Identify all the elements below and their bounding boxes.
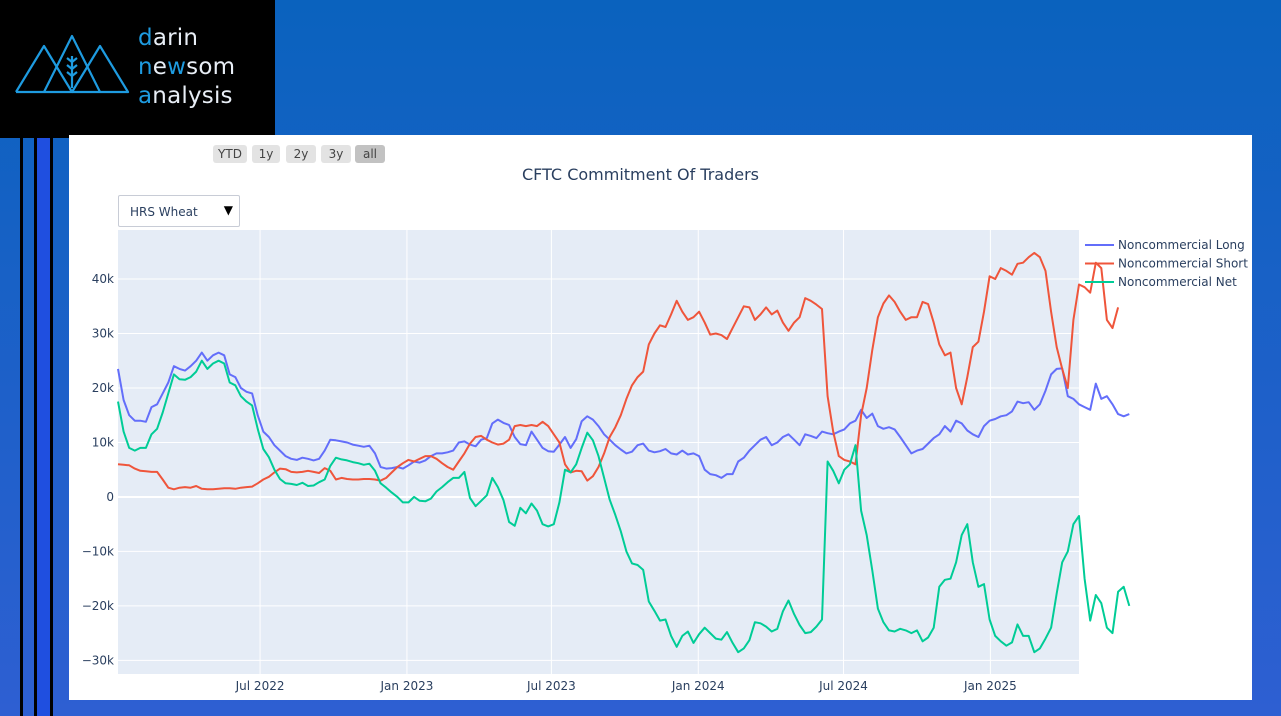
- legend-item-noncommercial-long[interactable]: Noncommercial Long: [1085, 238, 1245, 252]
- legend-label: Noncommercial Short: [1118, 257, 1248, 271]
- range-button-1y[interactable]: 1y: [252, 145, 280, 163]
- y-tick-label: −10k: [82, 544, 114, 558]
- legend[interactable]: Noncommercial Long Noncommercial Short Non…: [1085, 238, 1248, 289]
- y-tick-label: 40k: [92, 272, 114, 286]
- series-line-noncommercial-net: [117, 359, 1131, 654]
- x-tick-label: Jan 2023: [380, 679, 434, 693]
- decorative-bar: [34, 138, 37, 716]
- x-tick-label: Jan 2025: [963, 679, 1017, 693]
- legend-item-noncommercial-net[interactable]: Noncommercial Net: [1085, 275, 1237, 289]
- x-tick-label: Jul 2023: [526, 679, 576, 693]
- chevron-down-icon: ▼: [223, 203, 233, 217]
- plot-area: [118, 230, 1079, 674]
- x-axis: Jul 2022 Jan 2023 Jul 2023 Jan 2024 Jul 2024…: [235, 679, 1017, 693]
- y-tick-label: 0: [106, 490, 114, 504]
- range-button-2y[interactable]: 2y: [286, 145, 316, 163]
- decorative-bar: [37, 138, 50, 716]
- commodity-dropdown[interactable]: HRS Wheat ▼: [118, 195, 240, 227]
- y-tick-label: 20k: [92, 381, 114, 395]
- y-tick-label: −20k: [82, 599, 114, 613]
- y-axis: 40k 30k 20k 10k 0 −10k −20k −30k: [82, 272, 114, 667]
- brand-name: darin newsom analysis: [138, 25, 236, 109]
- gridlines: [118, 230, 1079, 674]
- y-tick-label: −30k: [82, 653, 114, 667]
- x-tick-label: Jul 2022: [235, 679, 285, 693]
- range-button-3y[interactable]: 3y: [321, 145, 351, 163]
- x-tick-label: Jan 2024: [671, 679, 725, 693]
- range-button-ytd[interactable]: YTD: [213, 145, 247, 163]
- y-tick-label: 10k: [92, 435, 114, 449]
- mountain-logo-icon: [15, 34, 130, 94]
- y-tick-label: 30k: [92, 327, 114, 341]
- chart-title: CFTC Commitment Of Traders: [522, 165, 759, 184]
- x-tick-label: Jul 2024: [818, 679, 868, 693]
- legend-item-noncommercial-short[interactable]: Noncommercial Short: [1085, 257, 1248, 271]
- decorative-bar: [50, 138, 53, 716]
- series-lines: [117, 251, 1131, 654]
- dropdown-selected-label: HRS Wheat: [130, 205, 198, 219]
- range-button-all[interactable]: all: [355, 145, 385, 163]
- legend-label: Noncommercial Net: [1118, 275, 1237, 289]
- series-line-noncommercial-long: [117, 351, 1130, 479]
- logo-area: darin newsom analysis: [0, 0, 275, 138]
- legend-label: Noncommercial Long: [1118, 238, 1245, 252]
- decorative-bar: [20, 138, 23, 716]
- series-line-noncommercial-short: [117, 251, 1120, 491]
